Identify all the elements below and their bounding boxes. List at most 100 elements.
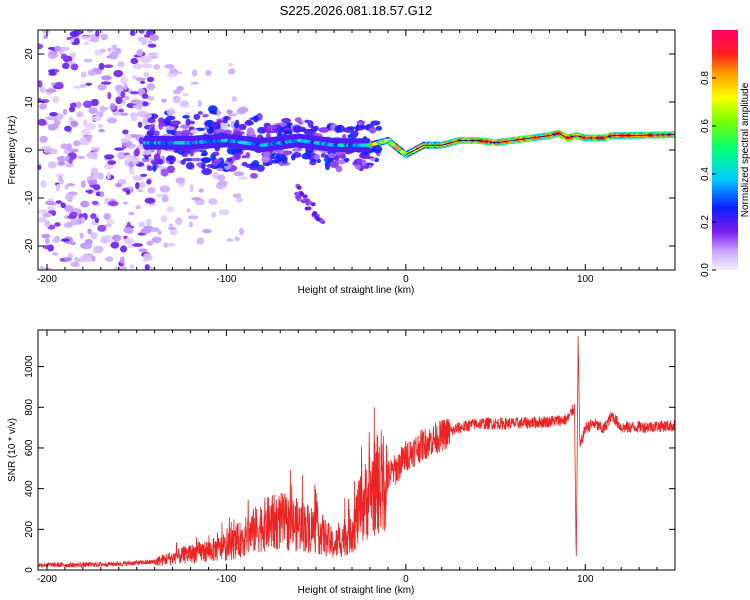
spectrogram-cell <box>64 163 74 168</box>
spectrogram-cell <box>129 30 136 36</box>
spectrogram-cell <box>38 43 44 50</box>
spectrogram-cell <box>92 67 100 73</box>
spectrogram-cell <box>210 153 215 161</box>
spectrogram-cell <box>103 212 111 221</box>
spectrogram-cell <box>60 143 68 150</box>
spectrogram-cell <box>172 89 182 95</box>
spectrogram-cell <box>90 232 98 240</box>
spectrogram-ytick-label: 0 <box>24 147 35 153</box>
spectrogram-cell <box>132 63 143 70</box>
colorbar-tick-label: 0.6 <box>700 119 711 133</box>
spectrogram-cell <box>93 245 104 253</box>
spectrogram-cell <box>103 64 114 69</box>
spectrogram-cell <box>147 186 156 194</box>
spectrogram-ridge-line <box>405 133 675 156</box>
spectrogram-cell <box>115 183 123 188</box>
spectrogram-cell <box>157 230 162 235</box>
spectrogram-cell <box>174 71 183 75</box>
spectrogram-cell <box>97 224 107 232</box>
spectrogram-cell <box>150 126 156 133</box>
spectrogram-cell <box>56 113 64 120</box>
spectrogram-cell <box>309 159 317 163</box>
spectrogram-ytick-label: -20 <box>24 238 35 253</box>
spectrogram-cell <box>282 158 288 164</box>
spectrogram-cell <box>185 162 195 170</box>
colorbar-gradient <box>712 30 738 270</box>
spectrogram-cell <box>67 253 74 258</box>
spectrogram-cell <box>87 228 92 235</box>
spectrogram-cell <box>58 175 63 183</box>
spectrogram-cell <box>64 205 74 212</box>
spectrogram-cell <box>52 252 59 256</box>
spectrogram-cell <box>198 188 204 193</box>
snr-series-line <box>38 335 675 569</box>
spectrogram-cell <box>189 184 194 193</box>
spectrogram-cell <box>170 120 181 126</box>
snr-ytick-label: 0 <box>24 567 35 573</box>
spectrogram-cell <box>62 108 68 115</box>
spectrogram-cell <box>40 180 47 188</box>
snr-plot-area <box>38 335 675 569</box>
spectrogram-cell <box>292 125 303 133</box>
snr-ytick-label: 400 <box>24 480 35 497</box>
spectrogram-cell <box>303 128 314 135</box>
spectrogram-cell <box>189 129 200 134</box>
spectrogram-cell <box>144 197 156 204</box>
spectrogram-cell <box>172 95 181 104</box>
spectrogram-cell <box>131 75 138 80</box>
spectrogram-cell <box>256 164 265 172</box>
spectrogram-cell <box>180 159 186 165</box>
spectrogram-cell <box>238 106 249 114</box>
colorbar-tick-label: 0.0 <box>700 263 711 277</box>
spectrogram-cell <box>186 208 191 213</box>
spectrogram-cell <box>70 217 78 226</box>
spectrogram-cell <box>241 161 248 167</box>
spectrogram-cell <box>39 135 48 144</box>
spectrogram-cell <box>227 113 238 117</box>
spectrogram-cell <box>80 200 90 208</box>
spectrogram-cell <box>193 113 201 121</box>
spectrogram-cell <box>60 238 70 242</box>
spectrogram-cell <box>262 151 271 157</box>
colorbar-ticks: 0.0 0.2 0.4 0.6 0.8 <box>700 71 716 277</box>
spectrogram-cell <box>86 135 93 143</box>
spectrogram-cell <box>90 98 99 107</box>
spectrogram-cell <box>164 242 176 247</box>
spectrogram-cell <box>304 119 310 124</box>
spectrogram-cell <box>47 46 57 51</box>
spectrogram-cell <box>146 240 154 246</box>
spectrogram-cell <box>222 119 228 124</box>
spectrogram-cell <box>252 115 259 123</box>
spectrogram-cell <box>74 256 79 263</box>
spectrogram-cell <box>151 236 162 244</box>
spectrogram-cell <box>140 80 146 84</box>
spectrogram-cell <box>346 126 356 130</box>
spectrogram-cell <box>90 167 99 175</box>
spectrogram-cell <box>261 155 271 163</box>
spectrogram-cell <box>63 222 73 229</box>
spectrogram-cell <box>94 217 100 224</box>
snr-xtick-label: 100 <box>577 574 594 585</box>
spectrogram-cell <box>356 158 361 165</box>
spectrogram-cell <box>55 200 62 204</box>
spectrogram-cell <box>70 120 79 128</box>
spectrogram-cell <box>141 63 153 69</box>
spectrogram-cell <box>87 190 93 195</box>
spectrogram-cell <box>122 201 129 205</box>
spectrogram-cell <box>157 165 165 169</box>
spectrogram-cell <box>42 244 53 250</box>
spectrogram-cell <box>89 38 100 43</box>
spectrogram-cell <box>251 160 260 168</box>
spectrogram-cell <box>182 115 190 119</box>
spectrogram-cell <box>201 168 212 176</box>
spectrogram-cell <box>130 57 139 65</box>
spectrogram-cell <box>107 160 117 165</box>
spectrogram-cell <box>215 128 226 133</box>
snr-xtick-label: -200 <box>37 574 57 585</box>
spectrogram-cell <box>76 218 83 225</box>
spectrogram-cell <box>146 82 156 91</box>
spectrogram-cell <box>104 223 112 228</box>
spectrogram-cell <box>95 30 100 37</box>
spectrogram-cell <box>181 129 191 138</box>
